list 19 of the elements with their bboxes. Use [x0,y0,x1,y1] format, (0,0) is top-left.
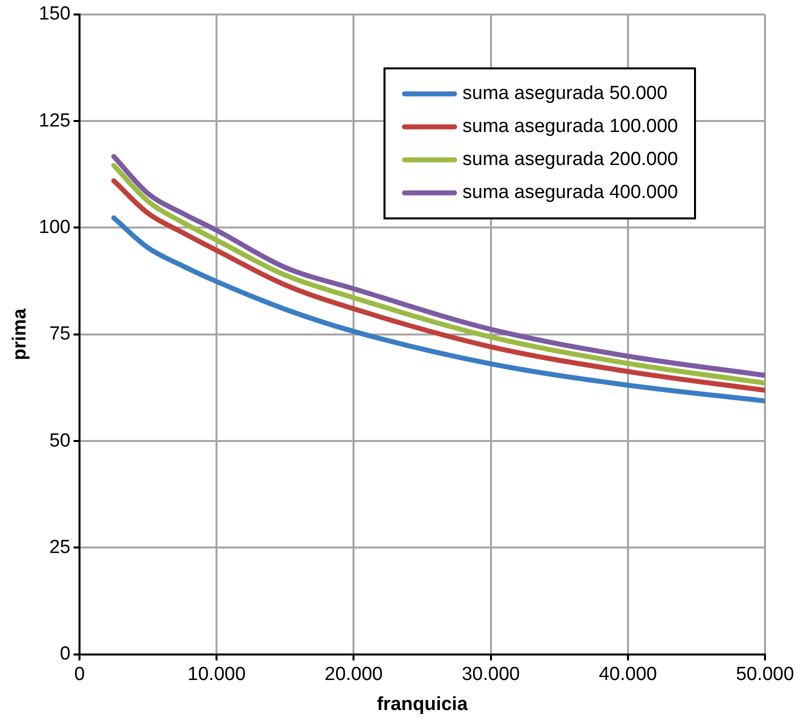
x-tick-label: 20.000 [324,664,383,686]
y-tick-label: 50 [49,430,70,452]
legend-label: suma asegurada 200.000 [462,149,678,170]
y-tick-label: 125 [38,110,70,132]
x-tick-label: 10.000 [188,664,246,686]
x-tick-label: 40.000 [598,664,657,686]
y-tick-label: 25 [49,536,70,558]
legend-label: suma asegurada 400.000 [462,182,678,204]
legend-label: suma asegurada 50.000 [462,83,668,104]
y-axis-title: prima [10,308,31,360]
y-tick-label: 75 [49,324,70,345]
legend-label: suma asegurada 100.000 [462,116,678,138]
x-tick-label: 30.000 [462,664,520,686]
x-axis-title: franquicia [376,694,468,715]
x-tick-label: 0 [74,664,85,686]
y-tick-label: 100 [38,216,70,238]
y-tick-label: 0 [60,644,70,665]
x-tick-label: 50.000 [736,664,794,686]
y-tick-label: 150 [38,4,70,25]
